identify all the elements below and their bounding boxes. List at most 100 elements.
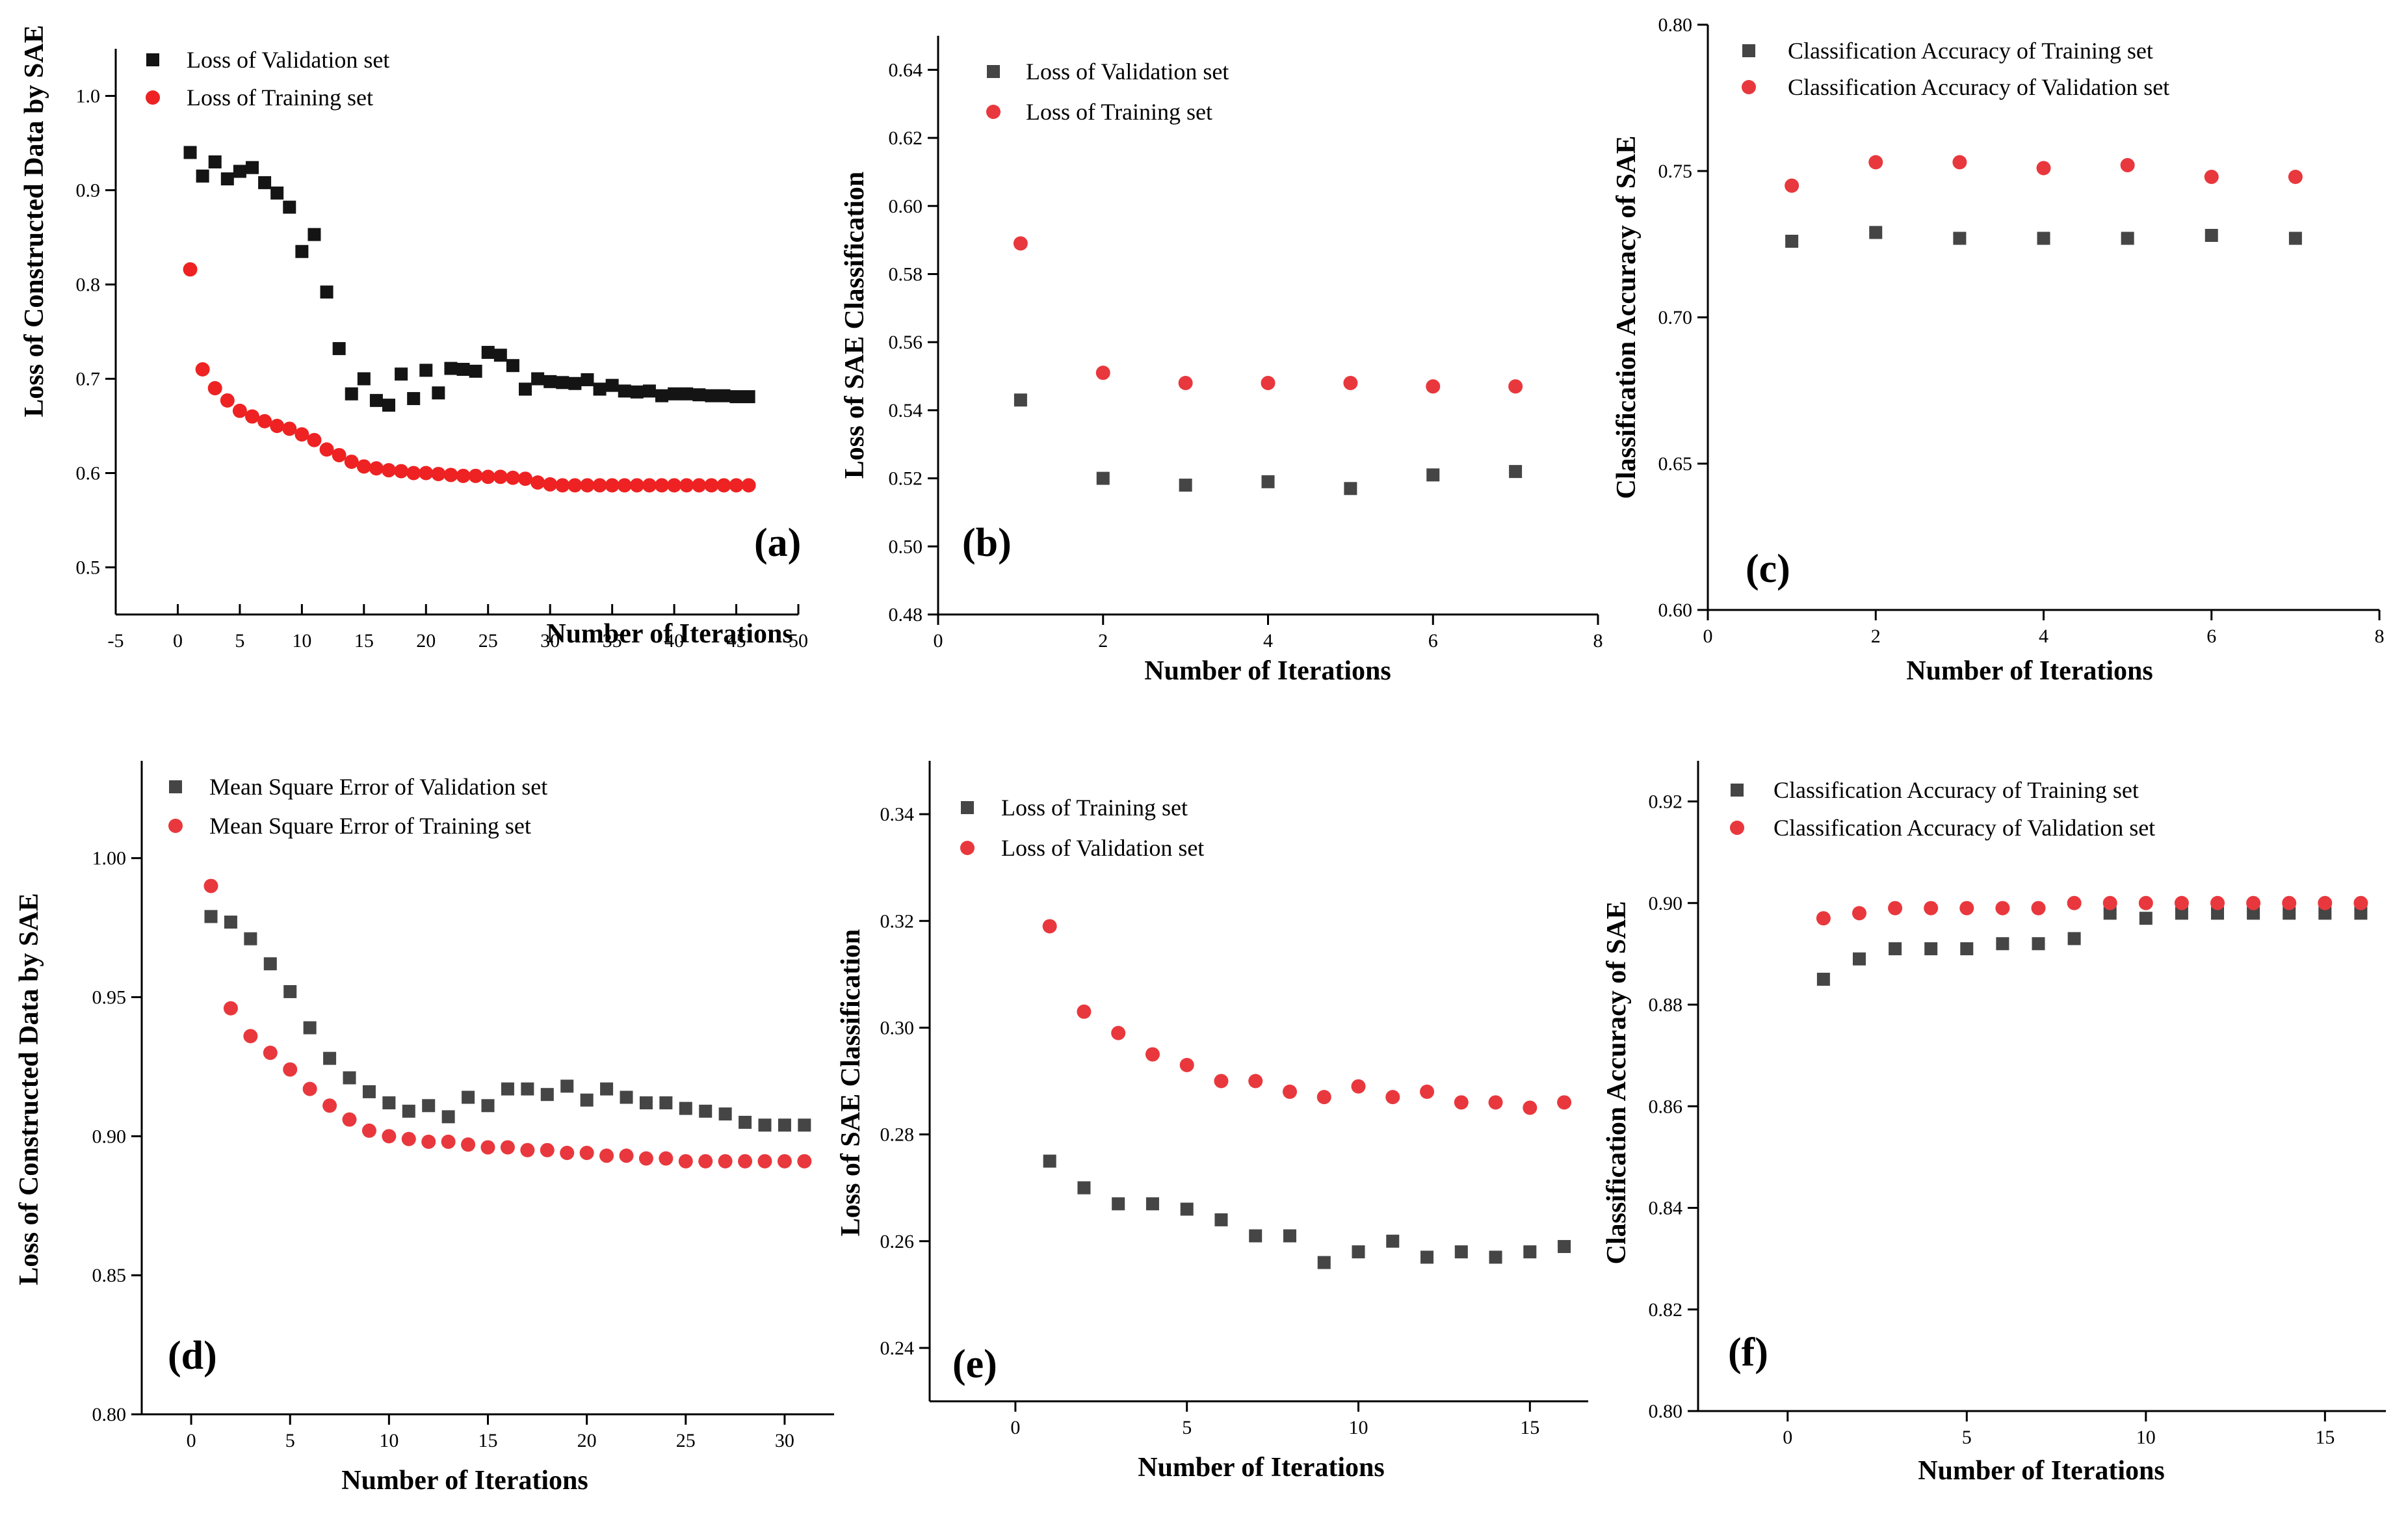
data-point-square xyxy=(642,384,656,398)
y-tick-label: 0.54 xyxy=(889,400,923,421)
legend-label: Loss of Validation set xyxy=(1026,59,1229,85)
data-point-circle xyxy=(592,478,607,493)
data-point-circle xyxy=(480,469,495,484)
data-point-circle xyxy=(356,459,371,474)
data-point-square xyxy=(2283,906,2296,920)
data-point-square xyxy=(2067,932,2081,945)
data-point-circle xyxy=(319,442,334,457)
data-point-square xyxy=(283,200,296,214)
data-point-square xyxy=(382,399,395,412)
legend-marker-circle xyxy=(960,841,975,855)
data-point-circle xyxy=(443,468,458,482)
data-point-circle xyxy=(568,478,582,493)
data-point-circle xyxy=(629,478,644,493)
data-point-circle xyxy=(1385,1090,1400,1105)
data-point-circle xyxy=(1508,379,1523,394)
data-point-square xyxy=(204,910,218,923)
data-point-circle xyxy=(2102,895,2117,910)
data-point-square xyxy=(208,155,222,168)
x-tick-label: 6 xyxy=(1428,630,1438,652)
y-tick-label: 0.34 xyxy=(880,804,915,825)
data-point-square xyxy=(630,385,644,399)
data-point-circle xyxy=(1785,178,1799,193)
data-point-circle xyxy=(282,421,297,436)
panel-label: (a) xyxy=(754,521,801,565)
data-point-circle xyxy=(1351,1079,1366,1094)
data-point-square xyxy=(369,393,383,407)
data-point-square xyxy=(1420,1250,1434,1264)
data-point-square xyxy=(1214,1213,1228,1226)
data-point-square xyxy=(778,1118,791,1132)
legend-label: Loss of Training set xyxy=(187,85,373,111)
data-point-square xyxy=(1426,468,1440,482)
y-tick-label: 0.5 xyxy=(76,557,101,579)
data-point-square xyxy=(1889,942,1902,956)
legend-label: Classification Accuracy of Validation se… xyxy=(1788,74,2169,100)
data-point-square xyxy=(303,1021,317,1035)
data-point-square xyxy=(441,1110,455,1124)
x-tick-label: 0 xyxy=(1010,1417,1020,1438)
data-point-square xyxy=(560,1079,574,1093)
panel-label: (d) xyxy=(168,1334,217,1378)
x-tick-label: 30 xyxy=(775,1430,794,1451)
y-tick-label: 0.90 xyxy=(92,1126,127,1147)
data-point-circle xyxy=(456,468,471,483)
data-point-circle xyxy=(1261,376,1276,390)
data-point-circle xyxy=(659,1151,674,1166)
data-point-circle xyxy=(1248,1074,1263,1089)
data-point-square xyxy=(323,1051,337,1065)
data-point-circle xyxy=(270,419,285,433)
legend-label: Classification Accuracy of Training set xyxy=(1788,38,2153,64)
x-tick-label: 10 xyxy=(379,1430,399,1451)
data-point-square xyxy=(270,186,284,200)
x-axis-title: Number of Iterations xyxy=(1144,656,1391,686)
data-point-circle xyxy=(599,1148,614,1163)
x-tick-label: 15 xyxy=(2315,1427,2335,1448)
data-point-circle xyxy=(232,403,247,418)
data-point-square xyxy=(2205,229,2218,242)
chart-panel-4: 0 5 10 15 20 25 30 0.80 0.85 0.90 0.95 1.00 Number o… xyxy=(14,761,834,1496)
data-point-square xyxy=(668,387,681,401)
data-point-circle xyxy=(480,1140,495,1155)
data-point-circle xyxy=(642,478,657,493)
series-2 xyxy=(1785,155,2303,193)
data-point-circle xyxy=(401,1131,416,1146)
data-point-square xyxy=(1180,1202,1194,1216)
series-2 xyxy=(203,878,812,1169)
y-axis-title: Classification Accuracy of SAE xyxy=(1602,901,1632,1265)
data-point-circle xyxy=(2288,170,2303,184)
data-point-square xyxy=(1996,937,2009,951)
data-point-circle xyxy=(555,478,570,493)
data-point-square xyxy=(263,957,277,971)
legend-marker-square xyxy=(1742,44,1755,57)
legend-marker-circle xyxy=(146,90,160,105)
x-tick-label: 40 xyxy=(664,630,684,652)
data-point-square xyxy=(568,376,582,390)
data-point-square xyxy=(531,372,545,386)
data-point-circle xyxy=(283,1062,298,1077)
data-point-square xyxy=(1112,1197,1125,1211)
data-point-circle xyxy=(579,1146,594,1160)
y-tick-label: 0.30 xyxy=(880,1017,915,1038)
data-point-square xyxy=(556,376,569,390)
data-point-circle xyxy=(1178,376,1193,390)
data-point-square xyxy=(362,1085,376,1098)
legend-marker-square xyxy=(169,780,182,793)
data-point-square xyxy=(224,916,237,929)
data-point-square xyxy=(540,1088,554,1102)
x-tick-label: 15 xyxy=(354,630,374,652)
data-point-circle xyxy=(704,478,719,493)
data-point-square xyxy=(320,285,334,299)
x-tick-label: 10 xyxy=(292,630,311,652)
data-point-circle xyxy=(461,1137,476,1152)
data-point-circle xyxy=(441,1134,456,1149)
data-point-circle xyxy=(2246,895,2261,910)
x-tick-label: 4 xyxy=(1263,630,1273,652)
data-point-circle xyxy=(1042,919,1057,934)
data-point-circle xyxy=(263,1046,278,1061)
y-tick-label: 0.8 xyxy=(76,274,101,296)
data-point-circle xyxy=(1343,376,1358,390)
data-point-circle xyxy=(500,1140,515,1155)
legend-label: Classification Accuracy of Training set xyxy=(1773,777,2139,803)
data-point-circle xyxy=(1488,1095,1503,1110)
